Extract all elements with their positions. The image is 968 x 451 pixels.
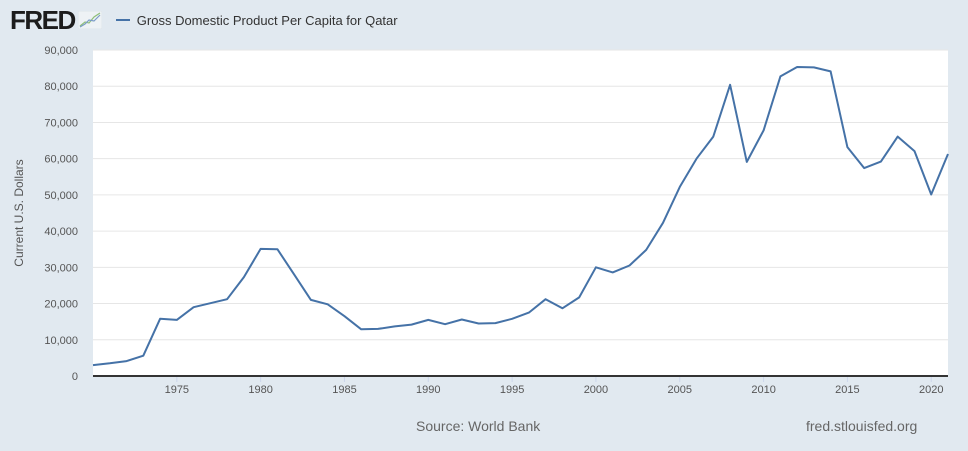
data-point-1988[interactable] — [392, 323, 398, 329]
data-point-2020[interactable] — [928, 192, 934, 198]
data-point-2011[interactable] — [777, 73, 783, 79]
data-point-2013[interactable] — [811, 64, 817, 70]
data-point-2008[interactable] — [727, 82, 733, 88]
data-point-2021[interactable] — [945, 151, 951, 157]
data-point-1999[interactable] — [576, 294, 582, 300]
data-point-1995[interactable] — [509, 316, 515, 322]
data-point-2000[interactable] — [593, 264, 599, 270]
data-point-1985[interactable] — [341, 313, 347, 319]
y-axis-label: Current U.S. Dollars — [12, 159, 26, 266]
x-tick-label: 1975 — [165, 384, 189, 396]
series-line-gdp-per-capita-qatar[interactable] — [92, 66, 949, 367]
data-point-1986[interactable] — [358, 326, 364, 332]
data-point-2004[interactable] — [660, 220, 666, 226]
y-tick-label: 0 — [72, 371, 78, 383]
x-tick-label: 2015 — [835, 384, 859, 396]
y-tick-label: 80,000 — [44, 81, 78, 93]
x-tick-label: 2000 — [584, 384, 608, 396]
data-point-1991[interactable] — [442, 321, 448, 327]
y-tick-label: 50,000 — [44, 190, 78, 202]
chart-header: FRED Gross Domestic Product Per Capita f… — [10, 4, 398, 35]
data-point-2006[interactable] — [694, 156, 700, 162]
data-point-2009[interactable] — [744, 159, 750, 165]
data-point-1974[interactable] — [157, 316, 163, 322]
fred-logo[interactable]: FRED — [10, 4, 76, 35]
x-tick-label: 1995 — [500, 384, 524, 396]
data-point-1989[interactable] — [409, 322, 415, 328]
data-point-1996[interactable] — [526, 310, 532, 316]
x-axis-ticks: 1975 1980 1985 1990 1995 2000 2005 2010 2015 2020 — [165, 376, 943, 396]
data-point-2002[interactable] — [626, 263, 632, 269]
y-tick-label: 40,000 — [44, 226, 78, 238]
y-tick-label: 70,000 — [44, 117, 78, 129]
data-point-1971[interactable] — [107, 360, 113, 366]
data-point-1992[interactable] — [459, 316, 465, 322]
x-tick-label: 2020 — [919, 384, 943, 396]
y-tick-label: 30,000 — [44, 262, 78, 274]
data-point-2005[interactable] — [677, 184, 683, 190]
y-tick-label: 10,000 — [44, 335, 78, 347]
x-tick-label: 1990 — [416, 384, 440, 396]
data-point-2017[interactable] — [878, 159, 884, 165]
data-point-2019[interactable] — [911, 148, 917, 154]
data-point-1972[interactable] — [124, 358, 130, 364]
x-tick-label: 2010 — [751, 384, 775, 396]
data-point-2015[interactable] — [844, 144, 850, 150]
data-point-1978[interactable] — [224, 296, 230, 302]
data-point-1982[interactable] — [291, 272, 297, 278]
data-point-1979[interactable] — [241, 274, 247, 280]
data-point-2007[interactable] — [710, 134, 716, 140]
data-point-1980[interactable] — [258, 246, 264, 252]
data-point-1987[interactable] — [375, 326, 381, 332]
data-point-1994[interactable] — [492, 320, 498, 326]
data-point-2014[interactable] — [828, 68, 834, 74]
data-point-1973[interactable] — [140, 353, 146, 359]
legend[interactable]: Gross Domestic Product Per Capita for Qa… — [115, 12, 398, 28]
data-point-1981[interactable] — [274, 246, 280, 252]
source-note: Source: World Bank — [416, 418, 541, 434]
data-point-2016[interactable] — [861, 165, 867, 171]
data-point-2001[interactable] — [610, 269, 616, 275]
y-tick-label: 20,000 — [44, 299, 78, 311]
data-point-1993[interactable] — [476, 320, 482, 326]
plot-area — [93, 50, 948, 376]
data-point-2018[interactable] — [895, 134, 901, 140]
x-tick-label: 2005 — [668, 384, 692, 396]
site-link[interactable]: fred.stlouisfed.org — [806, 418, 918, 434]
data-point-1976[interactable] — [191, 304, 197, 310]
data-point-1984[interactable] — [325, 301, 331, 307]
data-point-1997[interactable] — [543, 296, 549, 302]
data-point-1970[interactable] — [90, 362, 96, 368]
legend-label: Gross Domestic Product Per Capita for Qa… — [136, 12, 398, 28]
data-point-1990[interactable] — [425, 317, 431, 323]
x-tick-label: 1980 — [248, 384, 272, 396]
data-point-2010[interactable] — [761, 127, 767, 133]
gridlines — [93, 49, 948, 341]
y-axis-ticks: 0 10,000 20,000 30,000 40,000 50,000 60,000 70,… — [44, 45, 78, 383]
data-point-1983[interactable] — [308, 297, 314, 303]
y-tick-label: 90,000 — [44, 45, 78, 57]
data-point-1998[interactable] — [559, 305, 565, 311]
data-point-1975[interactable] — [174, 317, 180, 323]
data-point-1977[interactable] — [207, 300, 213, 306]
data-point-2003[interactable] — [643, 247, 649, 253]
line-chart-logo-icon — [77, 11, 102, 29]
x-tick-label: 1985 — [332, 384, 356, 396]
data-point-2012[interactable] — [794, 64, 800, 70]
y-tick-label: 60,000 — [44, 154, 78, 166]
legend-swatch — [115, 19, 130, 21]
